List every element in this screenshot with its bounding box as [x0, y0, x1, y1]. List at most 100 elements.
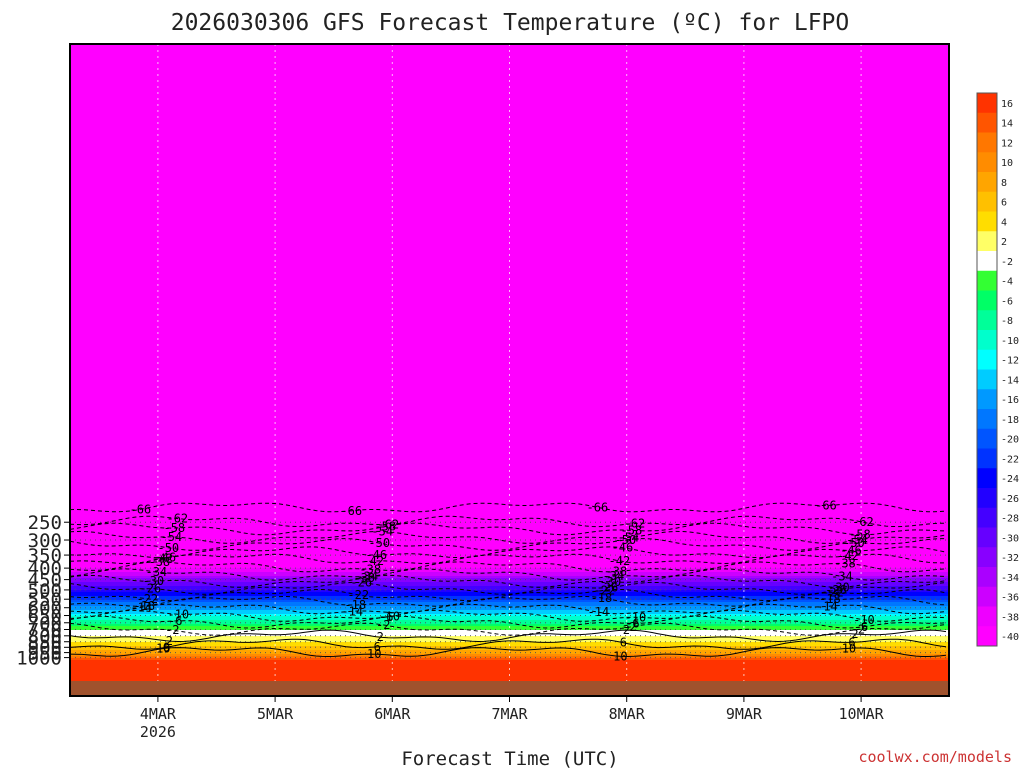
temperature-band	[70, 246, 949, 249]
temperature-band	[70, 120, 949, 123]
temperature-band	[70, 232, 949, 235]
isotherm-label: -2	[851, 622, 865, 636]
x-tick-label: 8MAR	[609, 705, 646, 723]
temperature-band	[70, 610, 949, 613]
temperature-band	[70, 220, 949, 223]
temperature-band	[70, 588, 949, 591]
temperature-band	[70, 168, 949, 171]
temperature-band	[70, 76, 949, 79]
colorbar-label: 12	[1001, 138, 1013, 149]
temperature-band	[70, 328, 949, 331]
temperature-band	[70, 388, 949, 391]
temperature-band	[70, 124, 949, 127]
temperature-band	[70, 580, 949, 583]
isotherm-label: -30	[353, 571, 375, 585]
temperature-band	[70, 330, 949, 333]
colorbar-label: -10	[1001, 336, 1019, 347]
isotherm-label: -34	[356, 569, 378, 583]
colorbar-label: -2	[1001, 257, 1013, 268]
isotherm-label: -22	[136, 592, 158, 606]
isotherm-label: -66	[129, 502, 151, 516]
isotherm-label: -10	[625, 610, 647, 624]
colorbar-label: -24	[1001, 474, 1019, 485]
temperature-band	[70, 48, 949, 51]
temperature-band	[70, 550, 949, 553]
colorbar-swatch	[977, 251, 997, 272]
temperature-band	[70, 184, 949, 187]
isotherm-label: -46	[365, 548, 387, 562]
temperature-band	[70, 448, 949, 451]
temperature-band	[70, 132, 949, 135]
temperature-band	[70, 192, 949, 195]
temperature-band	[70, 262, 949, 265]
temperature-band	[70, 100, 949, 103]
temperature-band	[70, 186, 949, 189]
temperature-band	[70, 628, 949, 631]
temperature-band	[70, 276, 949, 279]
temperature-band	[70, 180, 949, 183]
isotherm-label: -66	[587, 500, 609, 514]
colorbar-swatch	[977, 191, 997, 212]
temperature-band	[70, 574, 949, 577]
colorbar-label: 4	[1001, 217, 1007, 228]
temperature-band	[70, 252, 949, 255]
temperature-band	[70, 270, 949, 273]
isotherm-label: 2	[166, 634, 173, 648]
temperature-band	[70, 198, 949, 201]
temperature-band	[70, 138, 949, 141]
colorbar-label: -30	[1001, 533, 1019, 544]
isotherm-label: -38	[148, 555, 170, 569]
isotherm-label: -62	[166, 512, 188, 526]
x-tick-sublabel: 2026	[140, 723, 176, 741]
x-tick-label: 6MAR	[374, 705, 411, 723]
temperature-band	[70, 58, 949, 61]
temperature-band	[70, 670, 949, 673]
temperature-band	[70, 660, 949, 663]
temperature-band	[70, 516, 949, 519]
x-tick-label: 9MAR	[726, 705, 763, 723]
temperature-band	[70, 652, 949, 655]
isotherm-label: -50	[368, 536, 390, 550]
isotherm-label: 10	[156, 642, 170, 656]
temperature-band	[70, 510, 949, 513]
temperature-band	[70, 426, 949, 429]
isotherm-label: -34	[831, 569, 853, 583]
temperature-band	[70, 432, 949, 435]
temperature-band	[70, 384, 949, 387]
temperature-band	[70, 544, 949, 547]
colorbar-label: -22	[1001, 454, 1019, 465]
credit-text[interactable]: coolwx.com/models	[858, 748, 1012, 766]
temperature-band	[70, 364, 949, 367]
temperature-band	[70, 264, 949, 267]
temperature-band	[70, 450, 949, 453]
isotherm-label: -22	[347, 588, 369, 602]
temperature-band	[70, 96, 949, 99]
y-tick-label: 750	[28, 620, 62, 642]
temperature-band	[70, 244, 949, 247]
temperature-band	[70, 396, 949, 399]
temperature-band	[70, 286, 949, 289]
colorbar-swatch	[977, 547, 997, 568]
colorbar-swatch	[977, 172, 997, 193]
x-tick-label: 4MAR	[140, 705, 177, 723]
temperature-band	[70, 282, 949, 285]
grid-lines	[70, 44, 949, 696]
isotherm-label: -22	[594, 583, 616, 597]
temperature-band	[70, 658, 949, 661]
isotherm-label: 6	[374, 640, 381, 654]
temperature-band	[70, 316, 949, 319]
isotherm-label: -62	[624, 517, 646, 531]
isotherm-label: -66	[815, 498, 837, 512]
colorbar-swatch	[977, 211, 997, 232]
temperature-band	[70, 534, 949, 537]
temperature-band	[70, 162, 949, 165]
colorbar-swatch	[977, 507, 997, 528]
colorbar-swatch	[977, 626, 997, 647]
temperature-band	[70, 298, 949, 301]
isotherm-label: -50	[157, 541, 179, 555]
temperature-band	[70, 126, 949, 129]
colorbar-label: -12	[1001, 356, 1019, 367]
colorbar-swatch	[977, 606, 997, 627]
temperature-band	[70, 618, 949, 621]
